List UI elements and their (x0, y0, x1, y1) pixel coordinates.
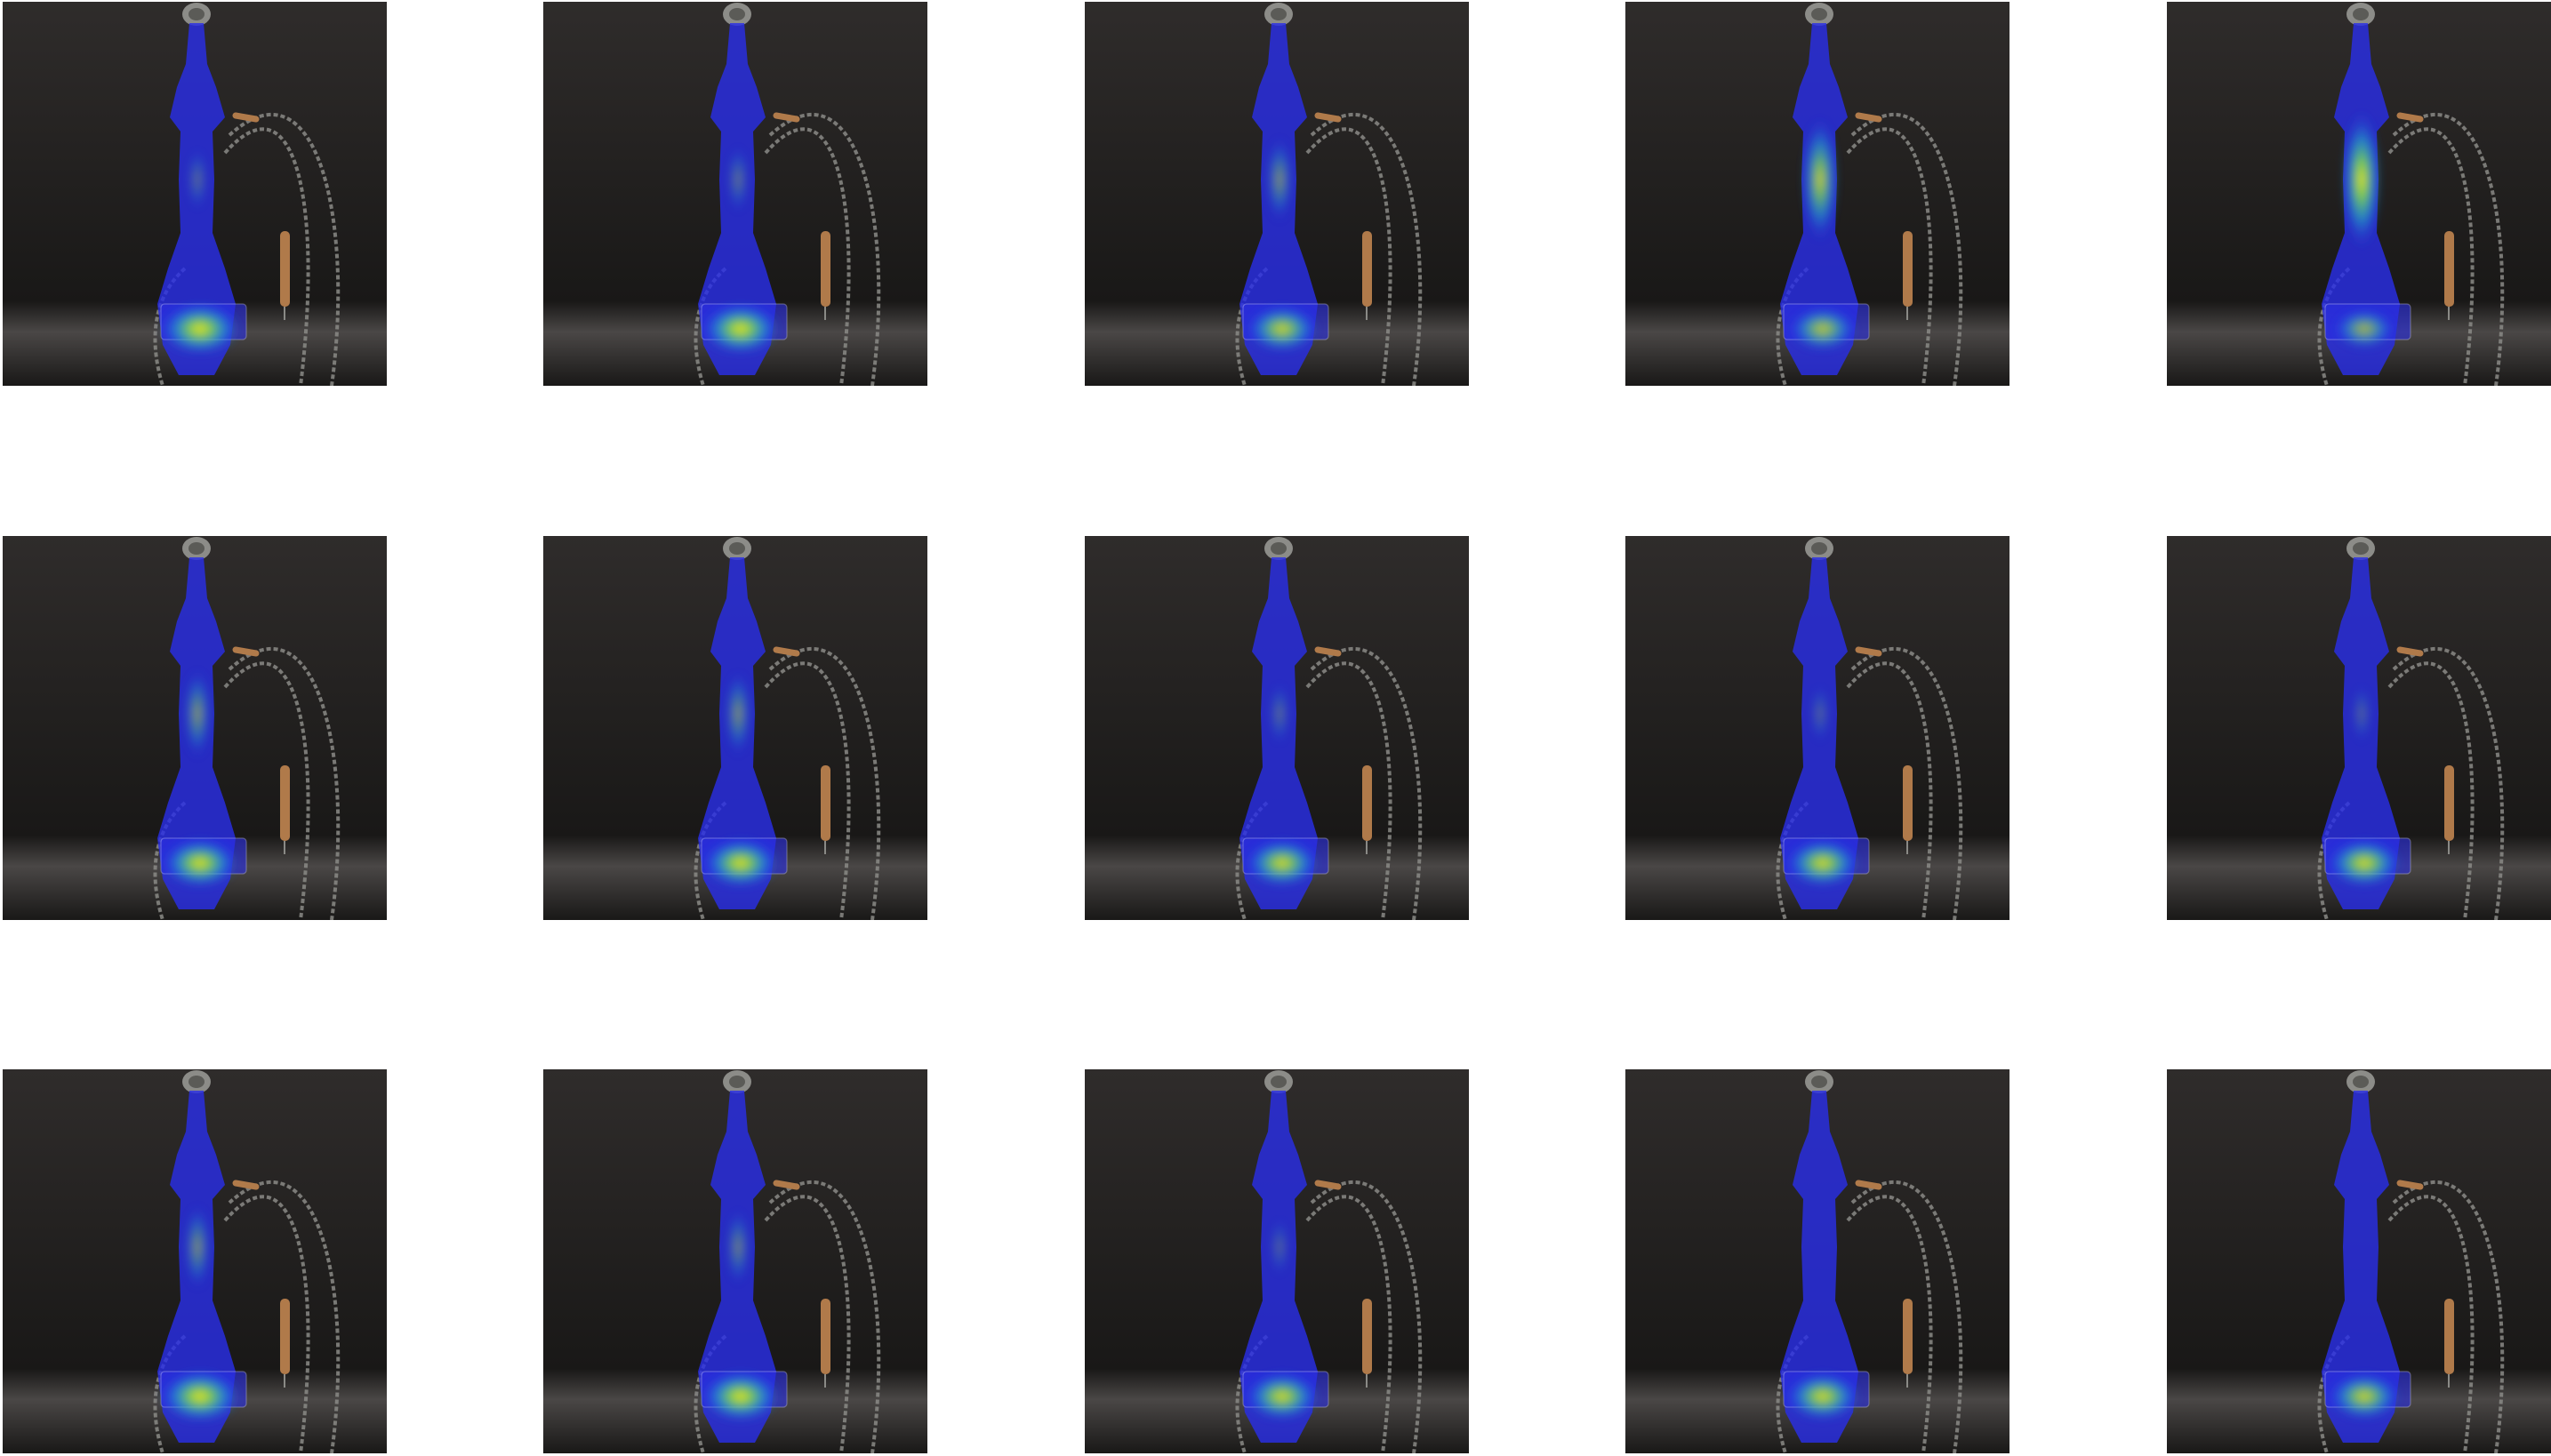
hookah-heatmap-image (3, 2, 387, 386)
heatmap-tile (543, 1069, 927, 1453)
heatmap-tile (1625, 2, 2010, 386)
hookah-heatmap-image (543, 2, 927, 386)
hookah-heatmap-image (1085, 536, 1469, 920)
heatmap-tile (1085, 1069, 1469, 1453)
heatmap-tile (1625, 536, 2010, 920)
heatmap-tile (1085, 536, 1469, 920)
heatmap-tile (1625, 1069, 2010, 1453)
hookah-heatmap-image (543, 1069, 927, 1453)
hookah-heatmap-image (2167, 2, 2551, 386)
heatmap-tile (2167, 536, 2551, 920)
heatmap-tile (543, 536, 927, 920)
heatmap-tile (3, 2, 387, 386)
heatmap-tile (2167, 2, 2551, 386)
heatmap-tile (1085, 2, 1469, 386)
hookah-heatmap-image (1085, 1069, 1469, 1453)
hookah-heatmap-image (2167, 1069, 2551, 1453)
hookah-heatmap-image (2167, 536, 2551, 920)
hookah-heatmap-image (543, 536, 927, 920)
hookah-heatmap-image (1085, 2, 1469, 386)
heatmap-tile (3, 1069, 387, 1453)
hookah-heatmap-image (1625, 1069, 2010, 1453)
heatmap-tile (2167, 1069, 2551, 1453)
hookah-heatmap-image (1625, 2, 2010, 386)
heatmap-tile (543, 2, 927, 386)
hookah-heatmap-image (1625, 536, 2010, 920)
hookah-heatmap-image (3, 1069, 387, 1453)
heatmap-tile (3, 536, 387, 920)
hookah-heatmap-image (3, 536, 387, 920)
